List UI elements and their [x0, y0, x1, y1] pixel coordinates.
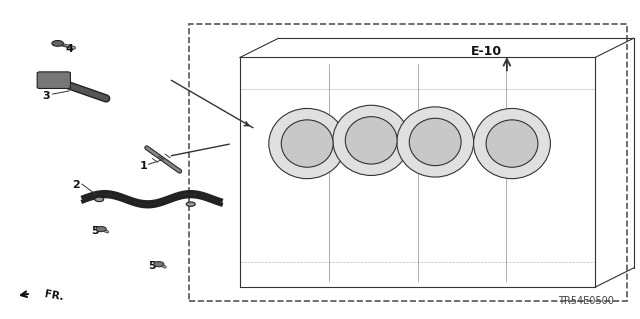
Ellipse shape: [410, 118, 461, 166]
Text: 2: 2: [72, 180, 79, 190]
FancyBboxPatch shape: [37, 72, 70, 88]
Text: TR54E0500: TR54E0500: [559, 296, 614, 306]
Ellipse shape: [282, 120, 333, 167]
Text: 5: 5: [91, 226, 99, 236]
Circle shape: [96, 226, 106, 232]
Text: 4: 4: [65, 44, 73, 55]
Circle shape: [154, 262, 164, 267]
Ellipse shape: [269, 108, 346, 179]
Text: 1: 1: [140, 161, 148, 171]
Ellipse shape: [397, 107, 474, 177]
Ellipse shape: [333, 105, 410, 175]
Circle shape: [52, 41, 63, 46]
Text: E-10: E-10: [471, 45, 502, 57]
Ellipse shape: [474, 108, 550, 179]
Ellipse shape: [486, 120, 538, 167]
Circle shape: [186, 202, 195, 206]
Text: 5: 5: [148, 261, 156, 271]
Circle shape: [95, 197, 104, 202]
Text: FR.: FR.: [44, 289, 65, 303]
Ellipse shape: [346, 117, 397, 164]
Text: 3: 3: [42, 91, 50, 101]
